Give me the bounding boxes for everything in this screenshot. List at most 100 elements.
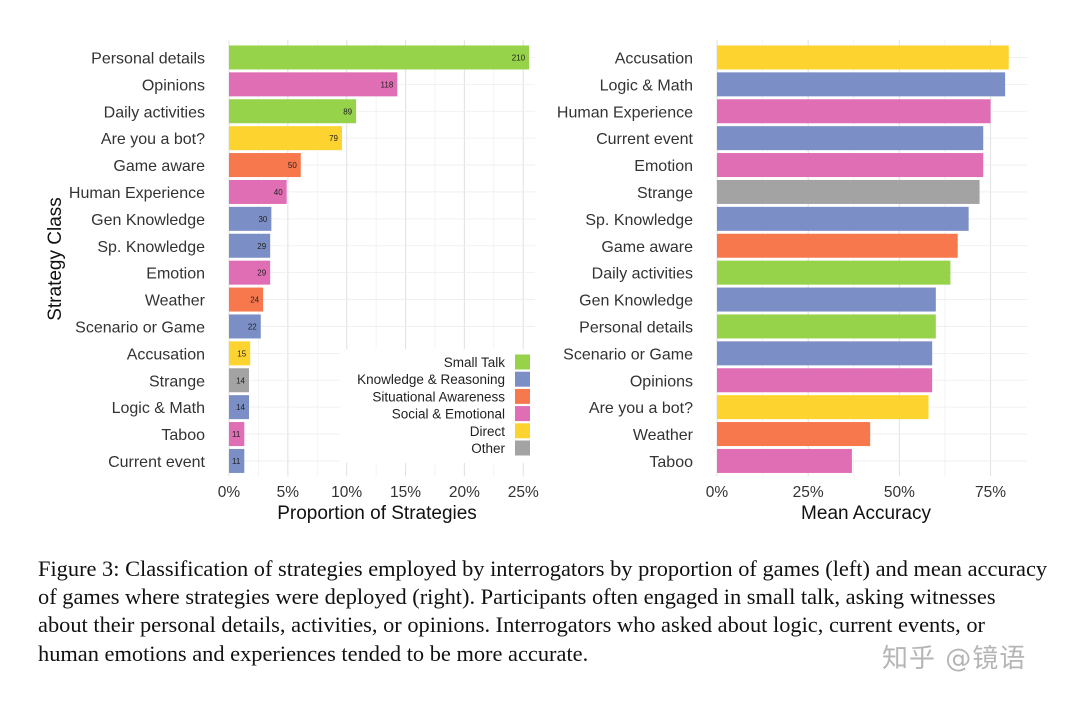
category-label-strange: Strange <box>149 373 205 390</box>
category-label-scenario-or-game: Scenario or Game <box>563 346 693 363</box>
bar-sp-knowledge <box>717 206 969 231</box>
legend-swatch-social-emotional <box>515 406 530 422</box>
right-category-labels: Accusation Logic & Math Human Experience Cu… <box>557 50 694 471</box>
category-label-scenario-or-game: Scenario or Game <box>75 319 205 336</box>
figure-caption: Figure 3: Classification of strategies e… <box>38 556 1048 666</box>
x-tick-label: 50% <box>884 484 915 501</box>
bar-count-label: 89 <box>343 107 352 116</box>
watermark: 知乎 @镜语 <box>882 644 1027 674</box>
category-label-emotion: Emotion <box>634 158 693 175</box>
x-tick-label: 0% <box>706 484 729 501</box>
bar-gen-knowledge <box>229 206 272 231</box>
left-chart-proportion: 210 118 89 79 50 40 30 29 29 24 22 15 14 14 11 11 Perso… <box>45 40 539 524</box>
bar-strange <box>717 179 980 204</box>
bar-logic-math <box>717 72 1006 97</box>
legend-label-situational-awareness: Situational Awareness <box>372 389 505 404</box>
category-label-daily-activities: Daily activities <box>104 104 205 121</box>
category-label-current-event: Current event <box>108 454 205 471</box>
bar-taboo <box>229 422 245 447</box>
bar-logic-math <box>229 395 250 420</box>
category-label-accusation: Accusation <box>127 346 205 363</box>
category-label-taboo: Taboo <box>161 427 205 444</box>
legend-label-social-emotional: Social & Emotional <box>392 407 505 422</box>
left-x-tick-labels: 0% 5% 10% 15% 20% 25% <box>218 484 539 501</box>
category-label-human-experience: Human Experience <box>557 104 693 121</box>
x-tick-label: 20% <box>449 484 480 501</box>
category-label-human-experience: Human Experience <box>69 185 205 202</box>
bar-opinions <box>717 368 933 393</box>
left-y-axis-title: Strategy Class <box>45 197 66 321</box>
category-label-opinions: Opinions <box>142 77 205 94</box>
bar-count-label: 22 <box>248 322 257 331</box>
x-tick-label: 25% <box>508 484 539 501</box>
x-tick-label: 15% <box>390 484 421 501</box>
bar-accusation <box>229 341 251 366</box>
bar-count-label: 118 <box>381 80 394 89</box>
category-label-opinions: Opinions <box>630 373 693 390</box>
bar-count-label: 29 <box>257 242 266 251</box>
right-x-tick-labels: 0% 25% 50% 75% <box>706 484 1006 501</box>
legend-label-small-talk: Small Talk <box>444 355 506 370</box>
bar-weather <box>717 422 871 447</box>
category-label-accusation: Accusation <box>615 50 693 67</box>
bar-count-label: 29 <box>257 269 266 278</box>
bar-count-label: 79 <box>329 134 338 143</box>
bar-strange <box>229 368 250 393</box>
bar-accusation <box>717 45 1009 70</box>
bar-count-label: 40 <box>274 188 283 197</box>
category-label-gen-knowledge: Gen Knowledge <box>579 293 693 310</box>
category-label-emotion: Emotion <box>146 266 205 283</box>
legend: Small Talk Knowledge & Reasoning Situation… <box>340 349 536 463</box>
category-label-weather: Weather <box>145 293 206 310</box>
category-label-game-aware: Game aware <box>113 158 205 175</box>
right-x-axis-title: Mean Accuracy <box>801 503 931 524</box>
bar-count-label: 11 <box>232 430 241 439</box>
bar-count-label: 210 <box>512 53 526 62</box>
category-label-personal-details: Personal details <box>579 319 693 336</box>
bar-current-event <box>717 126 984 151</box>
bar-emotion <box>229 260 271 285</box>
bar-emotion <box>717 153 984 178</box>
x-tick-label: 25% <box>793 484 824 501</box>
bar-game-aware <box>229 153 301 178</box>
left-x-axis-title: Proportion of Strategies <box>277 503 477 524</box>
legend-label-direct: Direct <box>470 424 506 439</box>
category-label-sp-knowledge: Sp. Knowledge <box>97 239 205 256</box>
figure-charts: 210 118 89 79 50 40 30 29 29 24 22 15 14 14 11 11 Perso… <box>45 40 1027 524</box>
bar-scenario-or-game <box>717 341 933 366</box>
category-label-logic-math: Logic & Math <box>600 77 693 94</box>
right-bars <box>717 45 1009 473</box>
right-chart-accuracy: Accusation Logic & Math Human Experience Cu… <box>557 40 1027 524</box>
category-label-daily-activities: Daily activities <box>592 266 693 283</box>
bar-daily-activities <box>229 99 357 124</box>
category-label-are-you-a-bot: Are you a bot? <box>589 400 693 417</box>
bar-weather <box>229 287 264 312</box>
bar-daily-activities <box>717 260 951 285</box>
x-tick-label: 75% <box>975 484 1006 501</box>
legend-swatch-other <box>515 440 530 456</box>
bar-count-label: 15 <box>237 349 246 358</box>
bar-current-event <box>229 448 245 473</box>
left-category-labels: Personal details Opinions Daily activities… <box>69 50 206 471</box>
x-tick-label: 5% <box>277 484 300 501</box>
bar-count-label: 11 <box>232 457 241 466</box>
bar-sp-knowledge <box>229 233 271 258</box>
category-label-are-you-a-bot: Are you a bot? <box>101 131 205 148</box>
legend-background <box>340 349 536 463</box>
category-label-gen-knowledge: Gen Knowledge <box>91 212 205 229</box>
bar-count-label: 24 <box>250 296 259 305</box>
bar-game-aware <box>717 233 958 258</box>
bar-are-you-a-bot <box>229 126 342 151</box>
category-label-taboo: Taboo <box>649 454 693 471</box>
legend-swatch-knowledge-reasoning <box>515 371 530 387</box>
bar-gen-knowledge <box>717 287 936 312</box>
bar-personal-details <box>717 314 936 339</box>
legend-swatch-small-talk <box>515 354 530 370</box>
left-bars: 210 118 89 79 50 40 30 29 29 24 22 15 14 14 11 11 <box>229 45 530 473</box>
category-label-personal-details: Personal details <box>91 50 205 67</box>
x-tick-label: 10% <box>331 484 362 501</box>
category-label-strange: Strange <box>637 185 693 202</box>
bar-count-label: 14 <box>236 376 245 385</box>
category-label-weather: Weather <box>633 427 694 444</box>
legend-swatch-situational-awareness <box>515 388 530 404</box>
